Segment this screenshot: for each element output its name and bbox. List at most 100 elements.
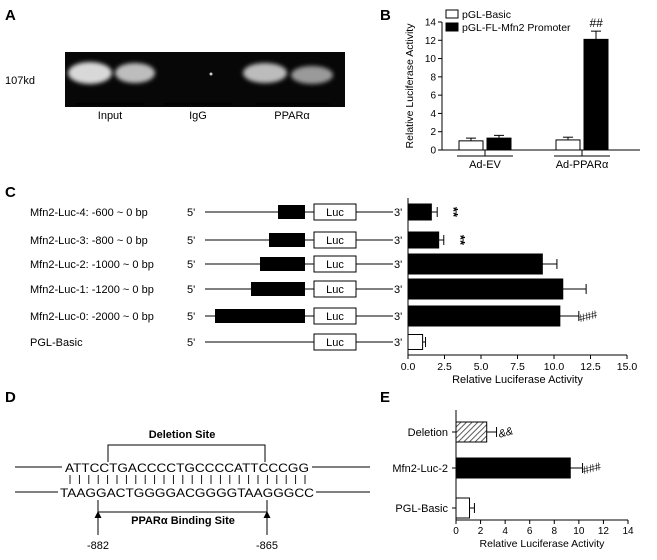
y-tick-label-4: 4 <box>430 109 436 120</box>
construct-label-mfn2-luc-2-1000-0-bp: Mfn2-Luc-2: -1000 ~ 0 bp <box>30 259 154 271</box>
construct-label-mfn2-luc-1-1200-0-bp: Mfn2-Luc-1: -1200 ~ 0 bp <box>30 284 154 296</box>
bar-mfn2-luc-2 <box>455 457 571 479</box>
band-size-label: 107kd <box>5 75 35 87</box>
luc-label-mfn2-luc-4-600-0-bp: Luc <box>326 207 344 219</box>
luc-box-mfn2-luc-1-1200-0-bp <box>313 280 357 298</box>
luc-box-mfn2-luc-0-2000-0-bp <box>313 307 357 325</box>
significance-mark-mfn2-luc-3-800-0-bp: ** <box>453 235 468 246</box>
panel-c: C Mfn2-Luc-4: -600 ~ 0 bp 5' Luc 3'Mfn2-Luc… <box>5 184 637 386</box>
chart-b: 0 2 4 6 8 10 12 14 Relative Luciferase Activity A… <box>404 9 640 171</box>
band-ppar-1 <box>243 63 287 83</box>
luc-box-mfn2-luc-4-600-0-bp <box>313 203 357 221</box>
x-tick-label-4: 10.0 <box>544 361 565 373</box>
band-input-1 <box>68 62 112 84</box>
blot-bands <box>68 62 333 84</box>
y-tick-label-12: 12 <box>425 36 437 47</box>
x-tick-label-12: 12 <box>598 526 610 537</box>
bar-pgl-basic-ad-ppar <box>555 139 581 151</box>
five-prime-label-mfn2-luc-2-1000-0-bp: 5' <box>187 259 195 271</box>
construct-label-mfn2-luc-4-600-0-bp: Mfn2-Luc-4: -600 ~ 0 bp <box>30 207 148 219</box>
category-label-ad-ev: Ad-EV <box>469 159 501 171</box>
lane-label-ppar: PPARα <box>274 110 310 122</box>
construct-label-mfn2-luc-0-2000-0-bp: Mfn2-Luc-0: -2000 ~ 0 bp <box>30 311 154 323</box>
luc-box-mfn2-luc-3-800-0-bp <box>313 231 357 249</box>
x-axis-title: Relative Luciferase Activity <box>480 538 606 550</box>
x-tick-label-14: 14 <box>622 526 634 537</box>
promoter-fragment-mfn2-luc-0-2000-0-bp <box>215 309 305 323</box>
x-tick-label-10: 10 <box>573 526 585 537</box>
bar-pgl-fl-mfn2-promoter-ad-ppar <box>583 38 609 151</box>
arrow-start-head <box>94 511 102 518</box>
significance-mark-mfn2-luc-0-2000-0-bp: ### <box>578 309 600 326</box>
deletion-site-label: Deletion Site <box>149 429 216 441</box>
promoter-fragment-mfn2-luc-1-1200-0-bp <box>251 282 305 296</box>
bar-mfn2-luc-1-1200-0-bp <box>407 278 564 300</box>
luc-label-pgl-basic: Luc <box>326 337 344 349</box>
panel-a: A 107kd Input IgG PPARα <box>5 7 345 122</box>
panel-label-e: E <box>380 389 390 406</box>
luc-box-pgl-basic <box>313 333 357 351</box>
promoter-fragment-mfn2-luc-4-600-0-bp <box>278 205 305 219</box>
bar-deletion <box>455 421 488 443</box>
bar-mfn2-luc-2-1000-0-bp <box>407 253 543 275</box>
promoter-fragment-mfn2-luc-3-800-0-bp <box>269 233 305 247</box>
legend-label-pgl-basic: pGL-Basic <box>462 9 511 21</box>
position-end-label: -865 <box>256 540 278 552</box>
bar-pgl-basic-ad-ev <box>458 140 484 151</box>
x-tick-label-1: 2.5 <box>437 361 452 373</box>
y-tick-label-10: 10 <box>425 54 437 65</box>
y-tick-label-8: 8 <box>430 72 436 83</box>
deletion-bracket <box>107 444 266 462</box>
top-strand-sequence: ATTCCTGACCCCTGCCCCATTCCCGG <box>65 461 309 475</box>
category-label-mfn2-luc-2: Mfn2-Luc-2 <box>392 463 448 475</box>
legend-label-pgl-fl-mfn2-promoter: pGL-FL-Mfn2 Promoter <box>462 22 571 34</box>
legend-swatch-pgl-fl-mfn2-promoter <box>445 22 459 32</box>
bottom-strand-sequence: TAAGGACTGGGGACGGGGTAAGGGCC <box>60 486 314 500</box>
category-label-deletion: Deletion <box>408 427 448 439</box>
x-tick-label-8: 8 <box>552 526 558 537</box>
luc-label-mfn2-luc-0-2000-0-bp: Luc <box>326 311 344 323</box>
y-tick-label-6: 6 <box>430 91 436 102</box>
promoter-fragment-mfn2-luc-2-1000-0-bp <box>260 257 305 271</box>
bar-pgl-basic <box>455 497 471 519</box>
three-prime-label-mfn2-luc-0-2000-0-bp: 3' <box>394 311 402 323</box>
chart-e: 0 2 4 6 8 10 12 14 Relative Luciferase Activity D… <box>392 410 634 550</box>
bar-mfn2-luc-0-2000-0-bp <box>407 305 561 327</box>
luc-label-mfn2-luc-1-1200-0-bp: Luc <box>326 284 344 296</box>
lane-label-igg: IgG <box>189 110 207 122</box>
x-tick-label-6: 6 <box>527 526 533 537</box>
five-prime-label-mfn2-luc-3-800-0-bp: 5' <box>187 235 195 247</box>
y-axis-title: Relative Luciferase Activity <box>404 23 416 149</box>
y-tick-label-0: 0 <box>430 146 436 157</box>
x-tick-label-0: 0.0 <box>401 361 416 373</box>
binding-site-label: PPARα Binding Site <box>131 515 235 527</box>
base-pair-ticks <box>69 475 306 484</box>
three-prime-label-mfn2-luc-2-1000-0-bp: 3' <box>394 259 402 271</box>
band-ppar-2 <box>291 66 333 84</box>
bar-pgl-basic <box>407 334 424 350</box>
y-tick-label-2: 2 <box>430 127 436 138</box>
arrow-end-head <box>263 511 271 518</box>
three-prime-label-mfn2-luc-4-600-0-bp: 3' <box>394 207 402 219</box>
construct-diagrams: Mfn2-Luc-4: -600 ~ 0 bp 5' Luc 3' Mfn2-Luc-3… <box>30 203 402 351</box>
y-tick-label-14: 14 <box>425 18 437 29</box>
construct-label-mfn2-luc-3-800-0-bp: Mfn2-Luc-3: -800 ~ 0 bp <box>30 235 148 247</box>
panel-label-a: A <box>5 7 16 24</box>
panel-label-b: B <box>380 7 391 24</box>
x-tick-label-4: 4 <box>502 526 508 537</box>
luc-box-mfn2-luc-2-1000-0-bp <box>313 255 357 273</box>
significance-mark-deletion: && <box>497 425 514 440</box>
band-input-2 <box>115 63 155 83</box>
bar-mfn2-luc-3-800-0-bp <box>407 231 440 249</box>
blot-speck <box>209 72 213 76</box>
construct-label-pgl-basic: PGL-Basic <box>30 337 83 349</box>
x-tick-label-5: 12.5 <box>580 361 601 373</box>
lane-label-input: Input <box>98 110 122 122</box>
x-tick-label-2: 2 <box>478 526 484 537</box>
five-prime-label-pgl-basic: 5' <box>187 337 195 349</box>
three-prime-label-mfn2-luc-3-800-0-bp: 3' <box>394 235 402 247</box>
significance-mark-mfn2-luc-2: ### <box>581 461 603 478</box>
binding-bracket <box>97 500 268 513</box>
position-start-label: -882 <box>87 540 109 552</box>
